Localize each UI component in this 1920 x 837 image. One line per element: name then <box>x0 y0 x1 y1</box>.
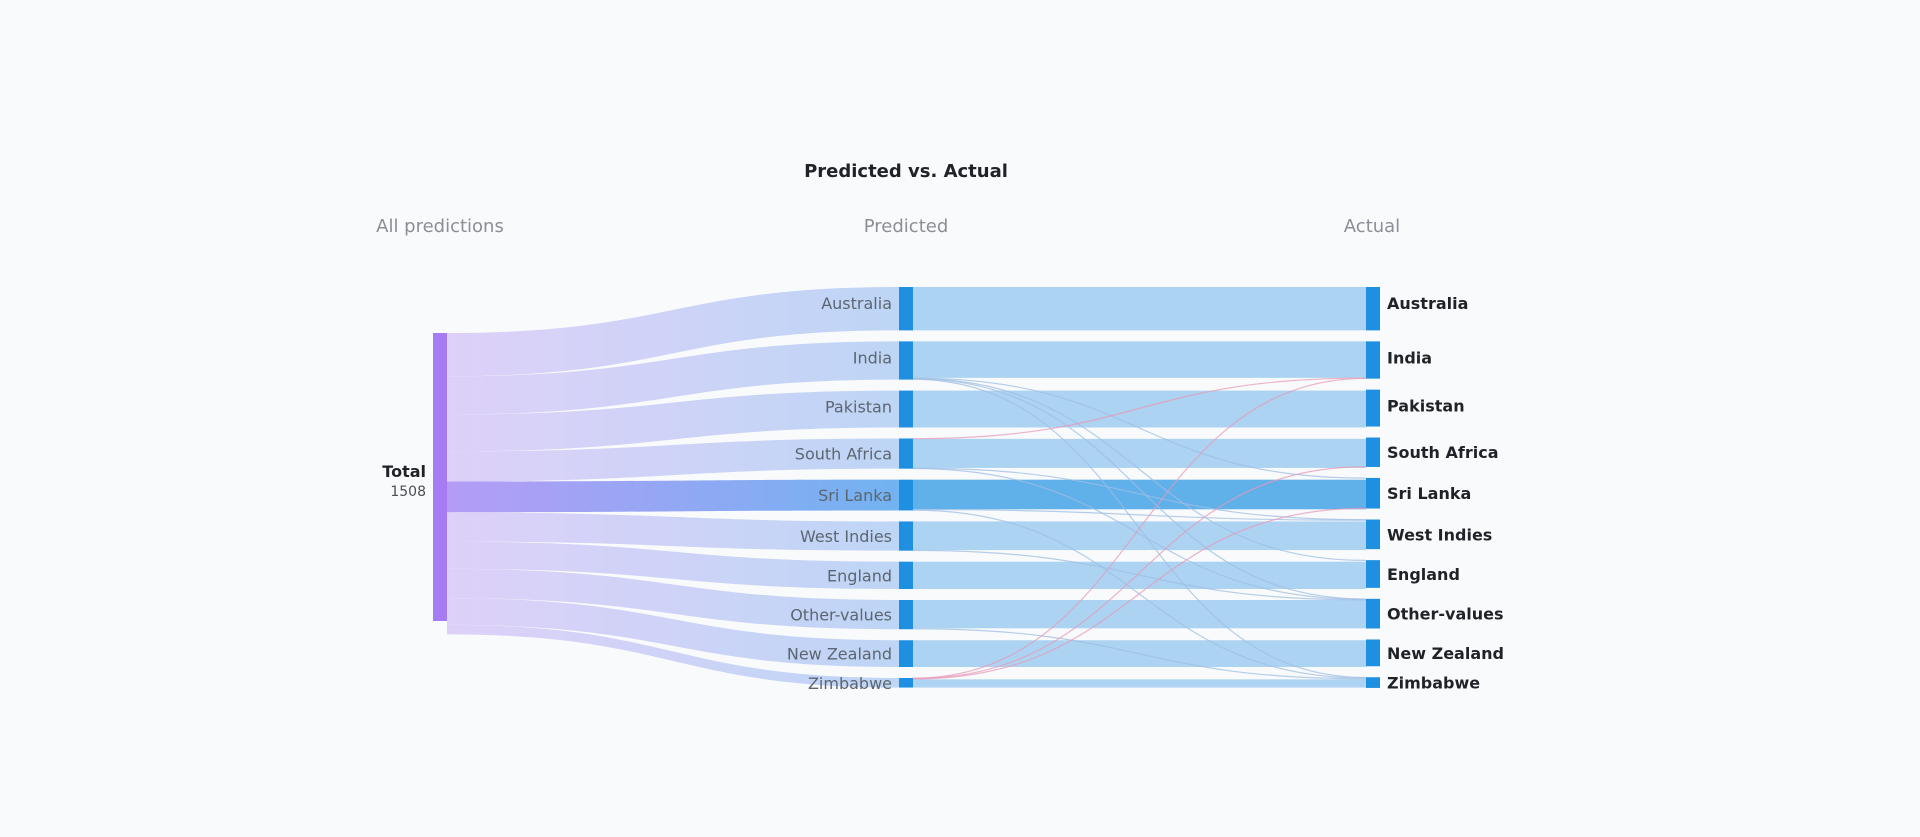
header-all-predictions: All predictions <box>376 216 504 237</box>
band-other-values[interactable] <box>913 600 1366 629</box>
actual-label-new-zealand: New Zealand <box>1387 644 1504 663</box>
link-zimbabwe-to-sri-lanka[interactable] <box>912 507 1367 680</box>
predicted-node-west-indies[interactable] <box>899 521 913 551</box>
link-other-values-to-zimbabwe[interactable] <box>912 628 1367 680</box>
predicted-label-sri-lanka: Sri Lanka <box>818 486 892 505</box>
band-south-africa[interactable] <box>913 438 1366 468</box>
band-zimbabwe[interactable] <box>913 679 1366 688</box>
predicted-label-australia: Australia <box>821 294 892 313</box>
predicted-label-india: India <box>853 348 892 367</box>
total-value: 1508 <box>390 484 426 500</box>
flow-total-to-west-indies[interactable] <box>447 512 899 551</box>
predicted-node-australia[interactable] <box>899 287 913 331</box>
predicted-node-england[interactable] <box>899 561 913 590</box>
link-zimbabwe-to-south-africa[interactable] <box>912 466 1367 680</box>
actual-label-west-indies: West Indies <box>1387 525 1492 544</box>
predicted-label-zimbabwe: Zimbabwe <box>808 674 892 693</box>
flow-total-to-australia[interactable] <box>447 287 899 377</box>
actual-node-sri-lanka[interactable] <box>1366 477 1380 509</box>
flow-total-to-india[interactable] <box>447 341 899 415</box>
link-india-to-other-values[interactable] <box>912 378 1367 600</box>
flow-total-to-south-africa[interactable] <box>447 438 899 482</box>
link-south-africa-to-india[interactable] <box>912 377 1367 440</box>
header-predicted: Predicted <box>864 216 949 237</box>
predicted-node-sri-lanka[interactable] <box>899 479 913 511</box>
predicted-node-south-africa[interactable] <box>899 438 913 469</box>
actual-node-zimbabwe[interactable] <box>1366 677 1380 688</box>
link-india-to-england[interactable] <box>912 377 1367 561</box>
chart-title: Predicted vs. Actual <box>804 161 1008 182</box>
actual-node-england[interactable] <box>1366 560 1380 588</box>
link-india-to-sri-lanka[interactable] <box>912 377 1367 479</box>
actual-node-pakistan[interactable] <box>1366 389 1380 427</box>
actual-label-india: India <box>1387 348 1432 367</box>
flow-total-to-sri-lanka[interactable] <box>447 479 899 513</box>
band-india[interactable] <box>913 341 1366 378</box>
actual-label-south-africa: South Africa <box>1387 443 1499 462</box>
total-node <box>433 333 447 621</box>
actual-label-other-values: Other-values <box>1387 605 1504 624</box>
predicted-label-south-africa: South Africa <box>795 445 892 464</box>
actual-node-other-values[interactable] <box>1366 598 1380 629</box>
actual-node-india[interactable] <box>1366 341 1380 379</box>
predicted-node-new-zealand[interactable] <box>899 640 913 668</box>
link-sri-lanka-to-west-indies[interactable] <box>912 508 1367 521</box>
predicted-node-india[interactable] <box>899 341 913 380</box>
actual-label-sri-lanka: Sri Lanka <box>1387 484 1471 503</box>
flow-total-to-zimbabwe[interactable] <box>447 624 899 688</box>
predicted-node-pakistan[interactable] <box>899 390 913 428</box>
link-west-indies-to-other-values[interactable] <box>912 549 1367 601</box>
actual-label-zimbabwe: Zimbabwe <box>1387 674 1480 693</box>
actual-node-new-zealand[interactable] <box>1366 639 1380 667</box>
total-label: Total <box>382 462 426 481</box>
actual-label-england: England <box>1387 565 1460 584</box>
actual-label-pakistan: Pakistan <box>1387 397 1465 416</box>
actual-label-australia: Australia <box>1387 294 1468 313</box>
predicted-node-zimbabwe[interactable] <box>899 678 913 688</box>
flow-total-to-new-zealand[interactable] <box>447 598 899 668</box>
predicted-label-west-indies: West Indies <box>800 527 892 546</box>
actual-node-west-indies[interactable] <box>1366 519 1380 550</box>
header-actual: Actual <box>1344 216 1400 237</box>
flow-total-to-other-values[interactable] <box>447 568 899 630</box>
link-zimbabwe-to-india[interactable] <box>912 377 1367 679</box>
predicted-node-other-values[interactable] <box>899 600 913 630</box>
band-pakistan[interactable] <box>913 390 1366 428</box>
link-south-africa-to-other-values[interactable] <box>912 467 1367 601</box>
actual-node-south-africa[interactable] <box>1366 437 1380 467</box>
predicted-label-pakistan: Pakistan <box>825 398 892 417</box>
band-australia[interactable] <box>913 287 1366 331</box>
actual-node-australia[interactable] <box>1366 287 1380 331</box>
predicted-label-england: England <box>827 566 892 585</box>
band-west-indies[interactable] <box>913 521 1366 551</box>
predicted-label-new-zealand: New Zealand <box>787 645 892 664</box>
predicted-label-other-values: Other-values <box>790 606 892 625</box>
flow-total-to-england[interactable] <box>447 541 899 590</box>
flow-total-to-pakistan[interactable] <box>447 390 899 452</box>
